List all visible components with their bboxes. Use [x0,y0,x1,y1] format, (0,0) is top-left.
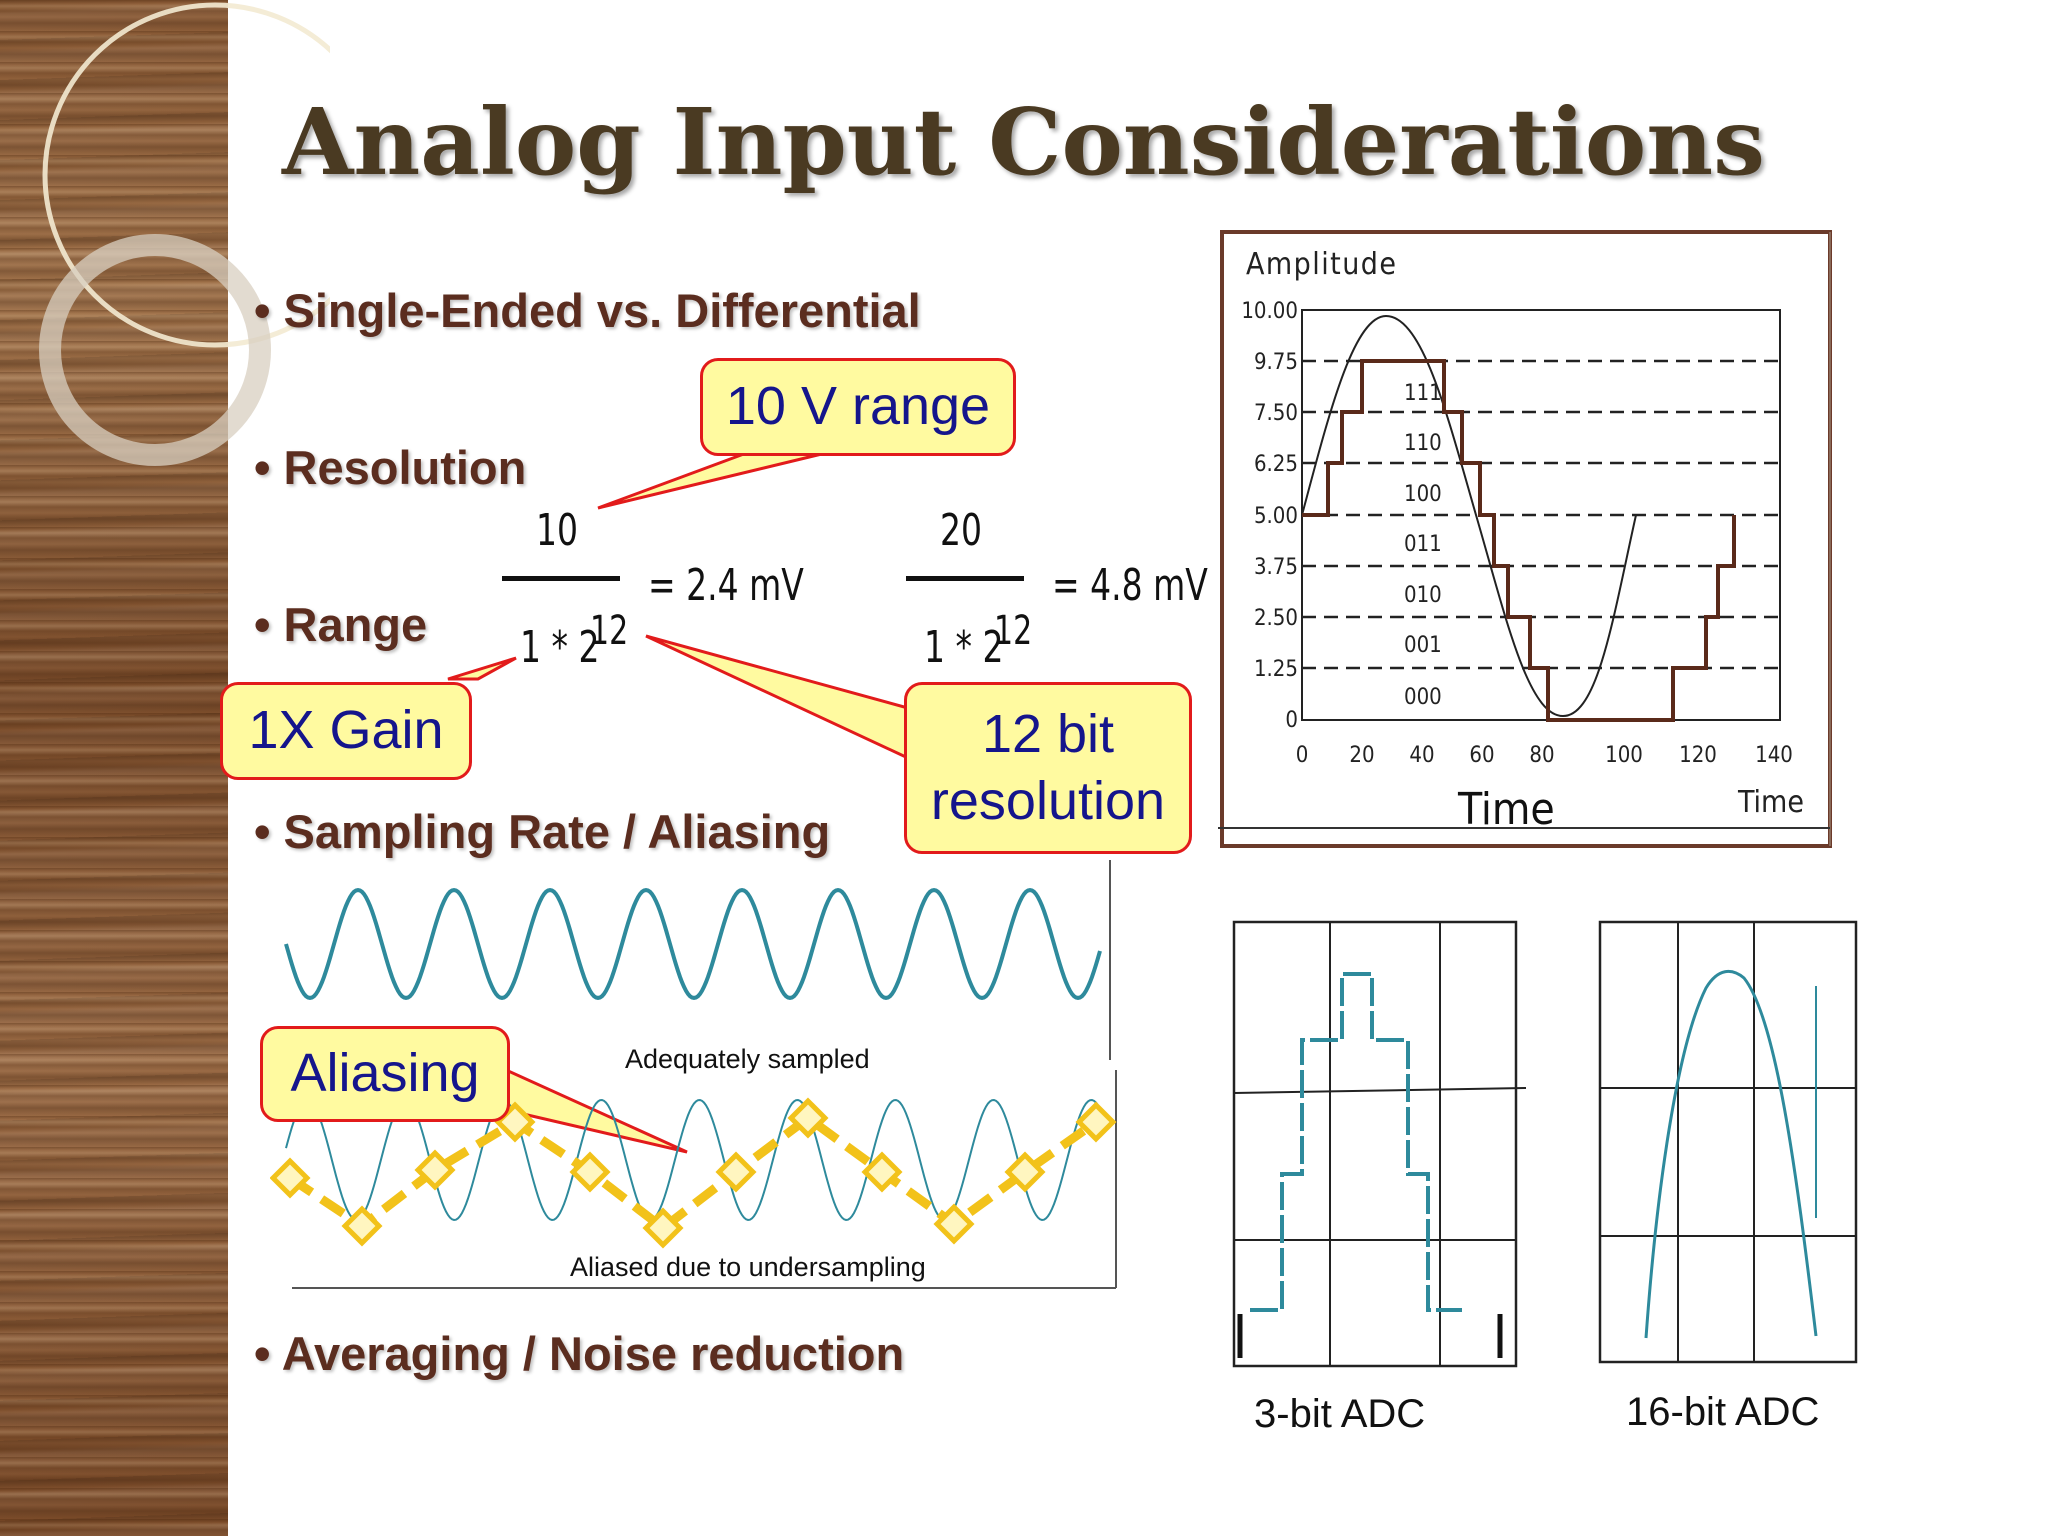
sample-markers [270,1097,1117,1249]
callout-pointers [447,446,910,1154]
callout-bits-line2: resolution [930,771,1166,831]
svg-text:60: 60 [1469,743,1494,768]
svg-text:111: 111 [1404,381,1442,406]
amplitude-label: Amplitude [1246,247,1396,282]
bullet-averaging: • Averaging / Noise reduction [254,1327,905,1380]
formula-right-exponent: 12 [994,608,1033,654]
svg-text:010: 010 [1404,583,1442,608]
callout-aliasing: Aliasing [260,1026,510,1122]
caption-aliased: Aliased due to undersampling [570,1252,926,1282]
slide-title: Analog Input Considerations [282,88,1765,196]
svg-text:9.75: 9.75 [1254,350,1298,375]
sampling-figure [270,860,1117,1289]
svg-text:6.25: 6.25 [1254,452,1298,477]
callout-bit-resolution: 12 bit resolution [904,682,1192,854]
sample-marker [1004,1151,1046,1193]
sample-marker [787,1097,829,1139]
svg-text:140: 140 [1755,743,1793,768]
svg-text:20: 20 [1349,743,1374,768]
adc-16bit-signal [1644,969,1818,1339]
formula-right-denominator: 1 * 2 [924,622,1004,673]
callout-gain: 1X Gain [220,682,472,780]
undersampled-signal [285,1098,1101,1222]
bullet-single-ended: • Single-Ended vs. Differential [254,284,921,337]
sample-marker [270,1157,311,1199]
svg-text:100: 100 [1605,743,1643,768]
formula-left-denominator: 1 * 2 [520,622,600,673]
caption-3bit-adc: 3-bit ADC [1254,1392,1426,1436]
adc-3bit-figure [1232,920,1527,1368]
formula-left-result: = 2.4 mV [648,560,804,611]
sample-marker [1075,1101,1117,1143]
svg-text:10.00: 10.00 [1241,299,1298,324]
formula-right-numerator: 20 [940,505,982,556]
sample-marker [715,1151,757,1193]
caption-16bit-adc: 16-bit ADC [1626,1390,1820,1434]
sample-marker [341,1205,383,1247]
x-axis-label: Time [1737,785,1804,820]
svg-text:0: 0 [1296,743,1309,768]
aliased-signal [287,1112,1099,1234]
code-labels: 111 110 100 011 010 001 000 [1404,381,1442,710]
bullet-resolution: • Resolution [254,441,527,494]
svg-text:5.00: 5.00 [1254,504,1298,529]
bullet-range: • Range [254,598,428,651]
svg-text:0: 0 [1285,708,1298,733]
formula-left-fraction-bar [502,576,620,581]
sample-marker [933,1203,975,1245]
sample-marker [569,1151,611,1193]
svg-text:110: 110 [1404,431,1442,456]
svg-text:2.50: 2.50 [1254,606,1298,631]
formula-left-numerator: 10 [536,505,578,556]
callout-bits-line1: 12 bit [981,703,1115,764]
adequately-sampled-signal [284,887,1102,1001]
analog-sine [1301,314,1637,718]
svg-text:1.25: 1.25 [1254,657,1298,682]
y-tick-labels: 10.00 9.75 7.50 6.25 5.00 3.75 2.50 1.25… [1241,299,1298,733]
formula-right-result: = 4.8 mV [1052,560,1208,611]
svg-text:7.50: 7.50 [1254,401,1298,426]
quantized-staircase [1302,359,1736,722]
formula-right-fraction-bar [906,576,1024,581]
quantization-chart: Amplitude 10.00 9.75 7.50 6.25 5.00 3.75… [1218,230,1832,848]
sample-marker [642,1207,684,1249]
time-caption: Time [1457,784,1555,835]
decorative-rings [39,2,330,466]
formula-left-exponent: 12 [590,608,629,654]
sample-marker [861,1151,903,1193]
svg-text:40: 40 [1409,743,1434,768]
svg-text:011: 011 [1404,532,1442,557]
adc-16bit-figure [1598,920,1858,1364]
svg-text:000: 000 [1404,685,1442,710]
svg-text:100: 100 [1404,482,1442,507]
svg-text:80: 80 [1529,743,1554,768]
x-tick-labels: 0 20 40 60 80 100 120 140 [1296,743,1793,768]
svg-text:001: 001 [1404,633,1442,658]
adc-3bit-steps [1250,972,1462,1312]
bullet-sampling-rate: • Sampling Rate / Aliasing [254,805,831,858]
caption-adequately-sampled: Adequately sampled [625,1044,870,1074]
sample-marker [414,1149,456,1191]
svg-text:3.75: 3.75 [1254,555,1298,580]
svg-text:120: 120 [1679,743,1717,768]
callout-range: 10 V range [700,358,1016,456]
